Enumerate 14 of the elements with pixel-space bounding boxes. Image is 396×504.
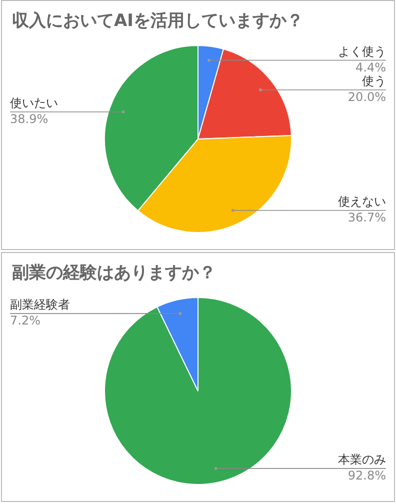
slice-label: 副業経験者 bbox=[10, 298, 70, 312]
data-label: 92.8% bbox=[348, 468, 386, 483]
chart-title: 副業の経験はありますか？ bbox=[12, 262, 216, 284]
data-label: 38.9% bbox=[10, 112, 48, 126]
data-label: 20.0% bbox=[348, 90, 386, 104]
slice-label: 本業のみ bbox=[338, 452, 386, 467]
slice-label: 使う bbox=[362, 74, 386, 88]
slice-label: よく使う bbox=[338, 44, 386, 58]
slice-label: 使えない bbox=[338, 194, 386, 208]
data-label: 4.4% bbox=[356, 60, 386, 74]
slice-label: 使いたい bbox=[10, 96, 58, 110]
data-label: 7.2% bbox=[10, 314, 40, 328]
chart-title: 収入においてAIを活用していますか？ bbox=[12, 10, 304, 32]
data-label: 36.7% bbox=[348, 210, 386, 224]
